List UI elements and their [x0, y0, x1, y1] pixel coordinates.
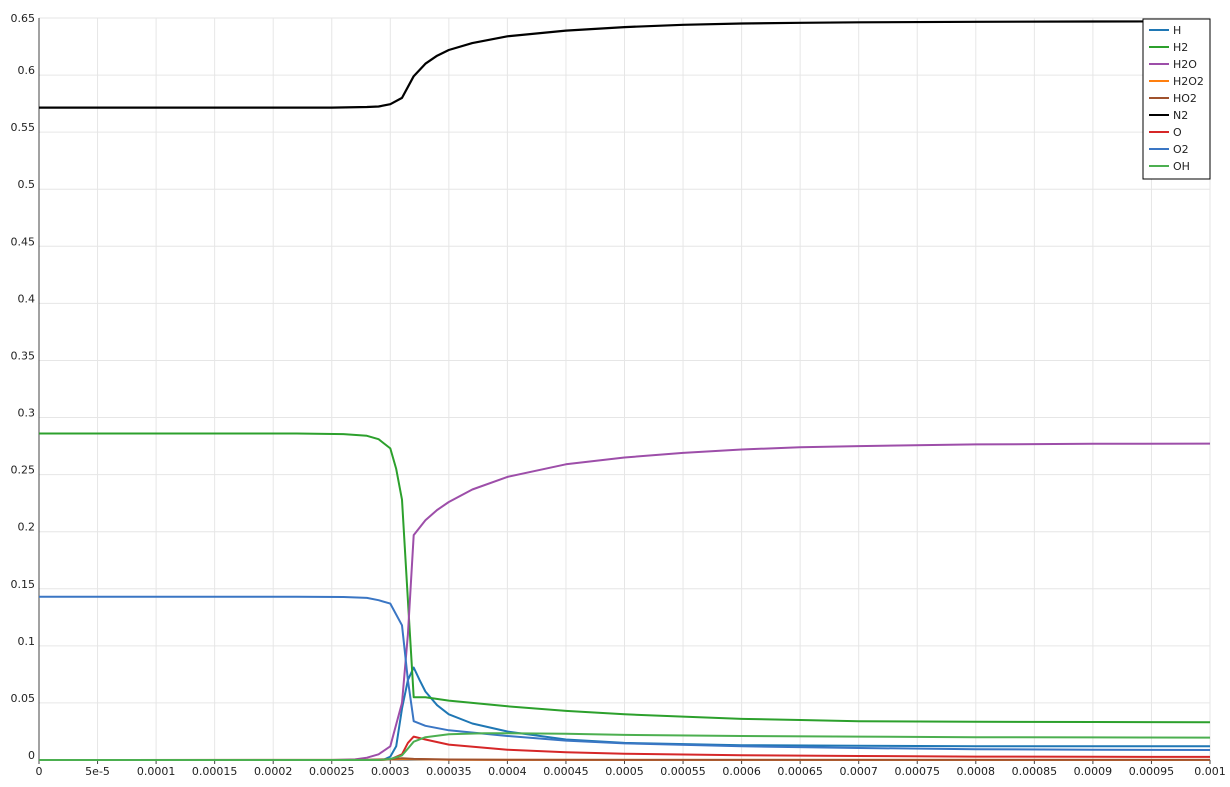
x-tick-label: 0.00015: [192, 765, 238, 778]
legend-label-h2o: H2O: [1173, 58, 1197, 71]
legend-label-h2o2: H2O2: [1173, 75, 1204, 88]
x-tick-label: 0.0004: [488, 765, 527, 778]
y-tick-label: 0.3: [18, 407, 36, 420]
y-tick-label: 0.05: [11, 692, 36, 705]
legend-label-h: H: [1173, 24, 1181, 37]
x-tick-label: 0.0007: [839, 765, 878, 778]
legend-label-o: O: [1173, 126, 1182, 139]
y-tick-label: 0.65: [11, 12, 36, 25]
x-tick-label: 0.0005: [605, 765, 644, 778]
x-tick-label: 0.0009: [1074, 765, 1113, 778]
x-tick-label: 0: [36, 765, 43, 778]
legend-label-oh: OH: [1173, 160, 1190, 173]
series-line-oh: [39, 732, 1211, 761]
x-tick-label: 0.00075: [895, 765, 941, 778]
series-line-h: [39, 666, 1210, 761]
x-tick-label: 0.0002: [254, 765, 293, 778]
x-tick-label: 0.00035: [426, 765, 472, 778]
x-tick-label: 0.00025: [309, 765, 355, 778]
y-tick-label: 0.5: [18, 178, 36, 191]
y-tick-label: 0.15: [11, 578, 36, 591]
series-line-h2: [39, 432, 1211, 724]
x-tick-label: 0.00045: [543, 765, 589, 778]
y-tick-label: 0.25: [11, 464, 36, 477]
legend-label-n2: N2: [1173, 109, 1188, 122]
y-tick-label: 0.4: [18, 292, 36, 305]
series-line-h2o: [39, 442, 1211, 761]
y-tick-label: 0.45: [11, 235, 36, 248]
y-tick-label: 0.6: [18, 64, 36, 77]
legend: H H2 H2O H2O2 HO2 N2 O O2 OH: [1142, 18, 1211, 180]
legend-box: [1142, 18, 1211, 180]
y-tick-label: 0: [28, 749, 35, 762]
x-tick-label: 0.0003: [371, 765, 410, 778]
x-tick-label: 0.00095: [1129, 765, 1175, 778]
y-tick-label: 0.2: [18, 521, 36, 534]
series-lines: [38, 20, 1211, 761]
x-tick-label: 5e-5: [85, 765, 110, 778]
x-tick-label: 0.00065: [777, 765, 823, 778]
y-tick-label: 0.55: [11, 121, 36, 134]
x-tick-label: 0.0006: [722, 765, 761, 778]
x-tick-label: 0.00055: [660, 765, 706, 778]
x-tick-label: 0.0008: [957, 765, 996, 778]
legend-label-h2: H2: [1173, 41, 1188, 54]
legend-label-ho2: HO2: [1173, 92, 1197, 105]
y-tick-label: 0.35: [11, 349, 36, 362]
grid: [38, 17, 1211, 761]
x-tick-label: 0.001: [1194, 765, 1226, 778]
legend-label-o2: O2: [1173, 143, 1189, 156]
axes: 0 0.05 0.1 0.15 0.2 0.25 0.3 0.35 0.4 0.45 0.5 0.55…: [11, 12, 1226, 778]
series-line-n2: [39, 20, 1211, 109]
y-tick-label: 0.1: [18, 635, 36, 648]
x-tick-label: 0.00085: [1012, 765, 1058, 778]
x-tick-label: 0.0001: [137, 765, 176, 778]
series-line-o2: [39, 595, 1211, 751]
